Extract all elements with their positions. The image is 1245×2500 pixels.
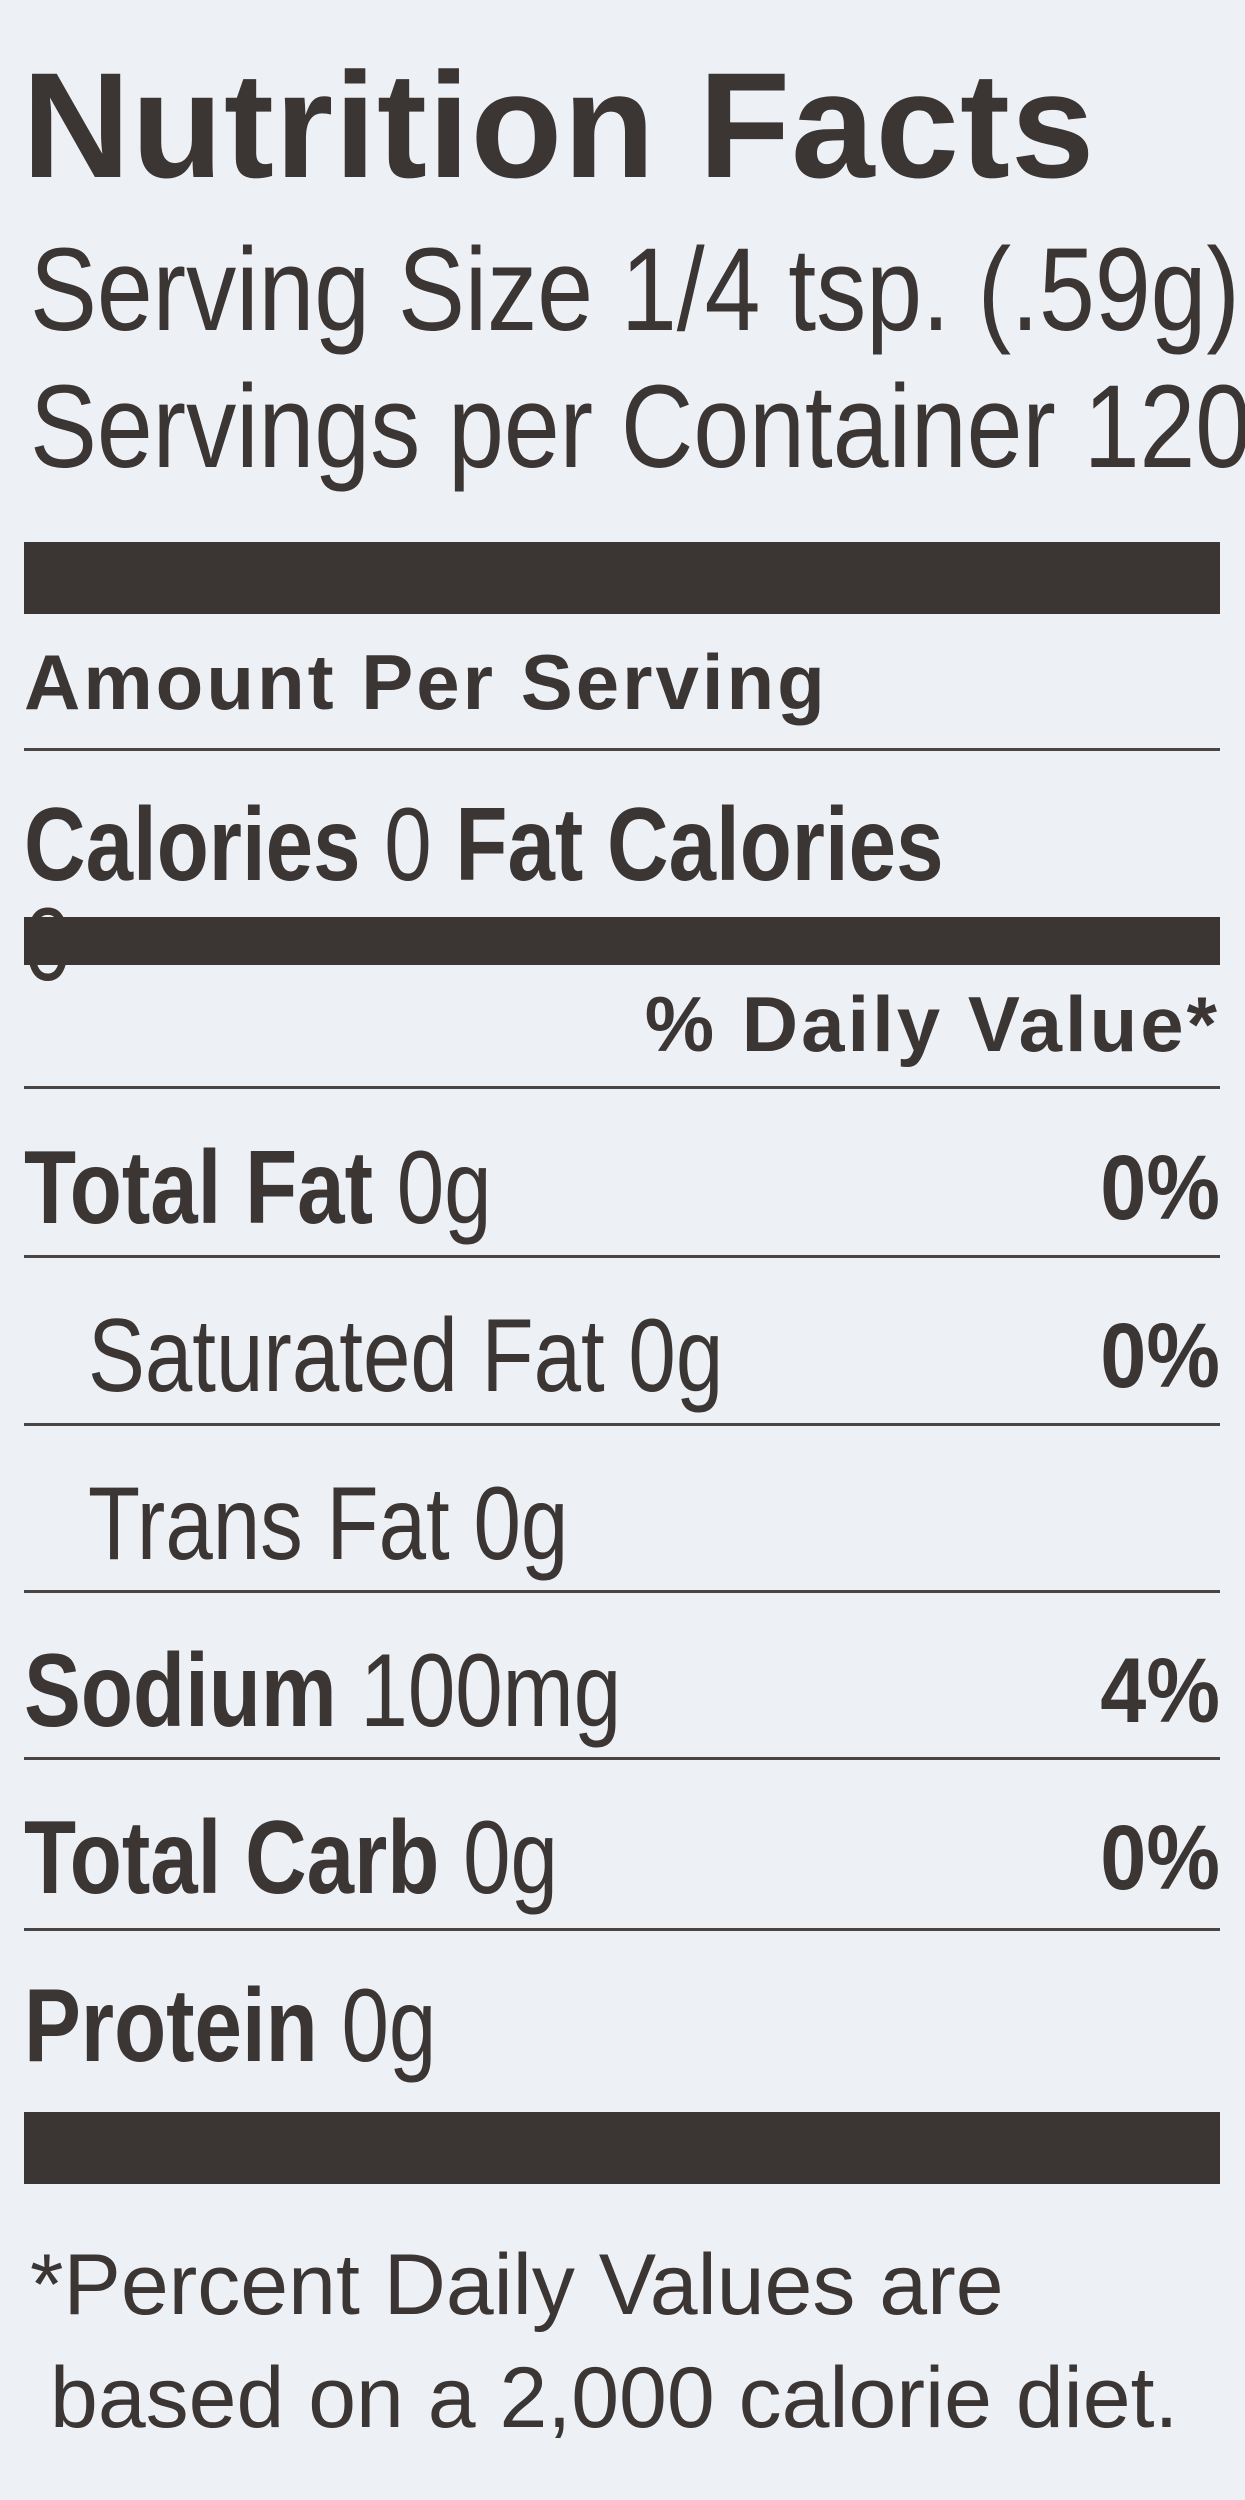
divider <box>24 1255 1220 1258</box>
nutrient-label: Protein 0g <box>24 1968 437 2084</box>
serving-size: Serving Size 1/4 tsp. (.59g) <box>30 228 1245 353</box>
fat-calories-label: Fat Calories <box>455 787 944 903</box>
nutrient-row-total-carb: Total Carb 0g 0% <box>24 1800 1220 1916</box>
nutrient-dv: 0% <box>1100 1137 1220 1239</box>
nutrient-label: Total Carb 0g <box>24 1800 558 1916</box>
nutrient-dv: 0% <box>1100 1305 1220 1407</box>
thick-divider <box>24 2112 1220 2184</box>
divider <box>24 1757 1220 1760</box>
medium-divider <box>24 917 1220 965</box>
divider <box>24 1928 1220 1931</box>
serving-size-value: 1/4 tsp. (.59g) <box>620 224 1240 356</box>
nutrient-row-protein: Protein 0g <box>24 1968 1220 2084</box>
divider <box>24 1590 1220 1593</box>
divider <box>24 1086 1220 1089</box>
footnote-line-2: based on a 2,000 calorie diet. <box>50 2350 1179 2446</box>
calories-row: Calories 0 Fat Calories 0 <box>24 793 1220 997</box>
nutrient-label: Total Fat 0g <box>24 1130 492 1246</box>
servings-label: Servings per Container <box>30 361 1056 493</box>
nutrient-dv: 4% <box>1100 1640 1220 1742</box>
calories-label: Calories <box>24 787 361 903</box>
daily-value-header: % Daily Value* <box>644 980 1220 1068</box>
nutrient-row-total-fat: Total Fat 0g 0% <box>24 1130 1220 1246</box>
amount-per-serving: Amount Per Serving <box>24 638 828 726</box>
divider <box>24 1423 1220 1426</box>
servings-per-container: Servings per Container 120 <box>30 365 1245 490</box>
nutrient-label: Trans Fat 0g <box>88 1466 569 1582</box>
divider <box>24 748 1220 751</box>
serving-size-label: Serving Size <box>30 224 594 356</box>
thick-divider <box>24 542 1220 614</box>
nutrient-row-sodium: Sodium 100mg 4% <box>24 1633 1220 1749</box>
nutrient-label: Saturated Fat 0g <box>88 1298 724 1414</box>
nutrient-label: Sodium 100mg <box>24 1633 622 1749</box>
nutrient-row-trans-fat: Trans Fat 0g <box>24 1466 1220 1582</box>
calories-value: 0 <box>384 787 432 903</box>
nutrient-row-saturated-fat: Saturated Fat 0g 0% <box>24 1298 1220 1414</box>
calories-text: Calories 0 Fat Calories 0 <box>24 793 1005 997</box>
footnote-line-1: *Percent Daily Values are <box>30 2237 1004 2333</box>
servings-value: 120 <box>1083 361 1245 493</box>
nutrient-dv: 0% <box>1100 1807 1220 1909</box>
label-title: Nutrition Facts <box>22 41 1096 209</box>
